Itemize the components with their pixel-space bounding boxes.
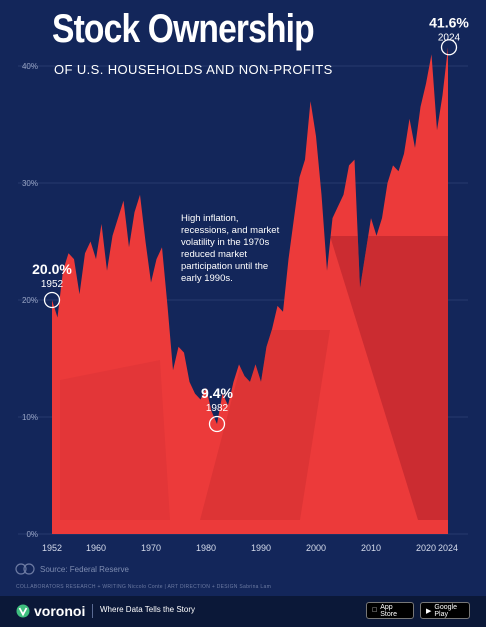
source-note: Source: Federal Reserve	[40, 565, 129, 574]
google-play-button[interactable]: ▶ Google Play	[420, 602, 470, 619]
play-icon: ▶	[426, 607, 432, 615]
x-tick-label: 1960	[86, 543, 106, 553]
google-play-label: Google Play	[434, 603, 457, 618]
x-tick-label: 1980	[196, 543, 216, 553]
data-markers: 20.0% 1952 9.4% 1982 41.6% 2024	[32, 14, 469, 433]
annotation-line: volatility in the 1970s	[181, 237, 269, 248]
x-tick-label: 2020	[416, 543, 436, 553]
data-label-year: 2024	[438, 32, 461, 43]
x-tick-label: 2024	[438, 543, 458, 553]
brand-name: voronoi	[34, 603, 86, 619]
footer-divider	[92, 604, 93, 618]
x-tick-label: 2000	[306, 543, 326, 553]
apple-icon: 	[372, 607, 377, 614]
data-point-marker	[208, 415, 226, 433]
y-tick-label: 30%	[22, 179, 38, 188]
x-tick-label: 2010	[361, 543, 381, 553]
annotation-line: reduced market	[181, 249, 247, 260]
data-label-value: 20.0%	[32, 261, 72, 277]
area-texture	[60, 236, 448, 520]
collaborators-icon	[15, 563, 35, 575]
y-axis: 0% 10% 20% 30% 40%	[22, 62, 38, 539]
data-label-value: 41.6%	[429, 14, 469, 30]
chart-title: Stock Ownership	[52, 7, 315, 51]
x-tick-label: 1990	[251, 543, 271, 553]
y-tick-label: 0%	[26, 530, 38, 539]
annotation-text: High inflation, recessions, and market vol…	[181, 213, 280, 284]
tagline: Where Data Tells the Story	[100, 605, 196, 614]
x-tick-label: 1970	[141, 543, 161, 553]
chart-subtitle: OF U.S. HOUSEHOLDS AND NON-PROFITS	[54, 62, 333, 77]
voronoi-logo-icon	[16, 604, 30, 618]
y-tick-label: 10%	[22, 413, 38, 422]
data-point-marker	[43, 291, 61, 309]
y-tick-label: 20%	[22, 296, 38, 305]
data-label-value: 9.4%	[201, 385, 233, 401]
voronoi-brand[interactable]: voronoi	[16, 603, 85, 619]
x-tick-label: 1952	[42, 543, 62, 553]
y-tick-label: 40%	[22, 62, 38, 71]
annotation-line: early 1990s.	[181, 273, 233, 284]
annotation-line: participation until the	[181, 261, 268, 272]
footer-bar: voronoi Where Data Tells the Story  App…	[0, 596, 486, 627]
annotation-line: recessions, and market	[181, 225, 280, 236]
credits-line: COLLABORATORS RESEARCH + WRITING Niccolo…	[16, 584, 272, 590]
data-point-marker	[440, 39, 458, 56]
annotation-line: High inflation,	[181, 213, 239, 224]
data-label-year: 1952	[41, 279, 64, 290]
app-store-button[interactable]:  App Store	[366, 602, 414, 619]
data-label-year: 1982	[206, 403, 229, 414]
app-store-label: App Store	[375, 604, 407, 618]
x-axis: 1952 1960 1970 1980 1990 2000 2010 2020 2024	[42, 543, 458, 553]
ownership-area	[52, 47, 448, 535]
